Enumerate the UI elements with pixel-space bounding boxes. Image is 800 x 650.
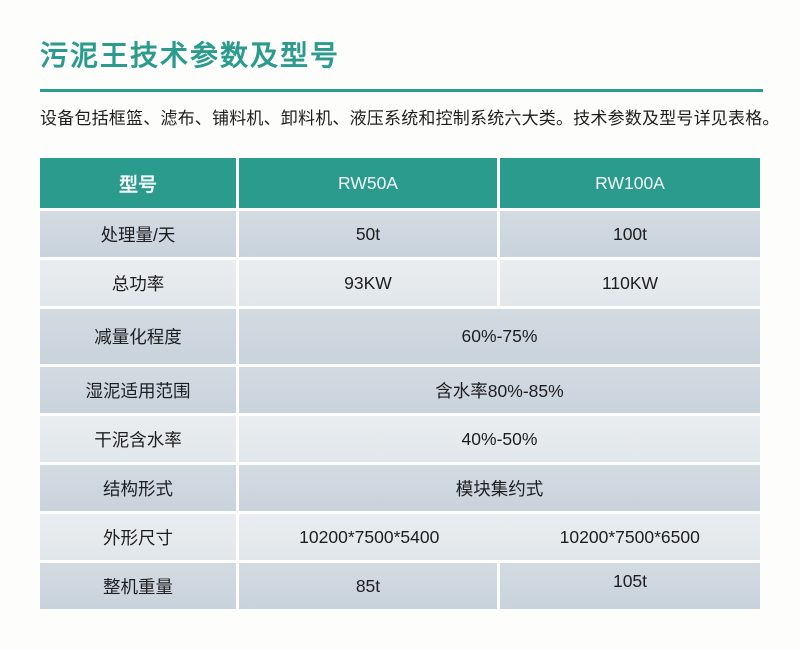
row-label-cell: 湿泥适用范围 xyxy=(40,367,236,414)
row-label-cell: 干泥含水率 xyxy=(40,416,236,463)
row-value-cell: 100t xyxy=(500,211,760,258)
page-title: 污泥王技术参数及型号 xyxy=(40,40,341,71)
header-cell-model: 型号 xyxy=(40,158,236,209)
row-label-cell: 处理量/天 xyxy=(40,211,236,258)
table-row: 处理量/天 50t 100t xyxy=(40,211,760,258)
row-label-cell: 减量化程度 xyxy=(40,309,236,365)
row-label-cell: 外形尺寸 xyxy=(40,514,236,561)
header-cell-rw50a: RW50A xyxy=(239,158,497,209)
spec-table: 型号 RW50A RW100A 处理量/天 50t 100t 总功率 93KW … xyxy=(40,158,760,610)
row-value-cell: 93KW xyxy=(239,260,497,307)
row-label-cell: 总功率 xyxy=(40,260,236,307)
row-value-cell: 50t xyxy=(239,211,497,258)
table-header-row: 型号 RW50A RW100A xyxy=(40,158,760,209)
table-row: 总功率 93KW 110KW xyxy=(40,260,760,307)
row-value-cell: 10200*7500*6500 xyxy=(559,526,700,547)
row-value-cell: 110KW xyxy=(500,260,760,307)
row-value-cell: 85t xyxy=(239,563,497,610)
table-row: 结构形式 模块集约式 xyxy=(40,465,760,512)
row-merged-value-cell: 60%-75% xyxy=(239,309,760,365)
table-row: 湿泥适用范围 含水率80%-85% xyxy=(40,367,760,414)
header-cell-rw100a: RW100A xyxy=(500,158,760,209)
row-merged-value-cell: 含水率80%-85% xyxy=(239,367,760,414)
table-row: 干泥含水率 40%-50% xyxy=(40,416,760,463)
page: 污泥王技术参数及型号 设备包括框篮、滤布、铺料机、卸料机、液压系统和控制系统六大… xyxy=(0,40,800,610)
intro-text: 设备包括框篮、滤布、铺料机、卸料机、液压系统和控制系统六大类。技术参数及型号详见… xyxy=(40,109,780,129)
title-underline xyxy=(40,89,763,93)
row-label-cell: 结构形式 xyxy=(40,465,236,512)
row-value-text: 105t xyxy=(612,570,648,591)
table-row: 整机重量 85t 105t xyxy=(40,563,760,610)
table-row: 减量化程度 60%-75% xyxy=(40,309,760,365)
row-label-cell: 整机重量 xyxy=(40,563,236,610)
row-value-cell: 10200*7500*5400 xyxy=(299,526,440,547)
row-value-cell: 105t xyxy=(500,563,760,610)
row-merged-value-cell: 模块集约式 xyxy=(239,465,760,512)
row-split-value-cell: 10200*7500*5400 10200*7500*6500 xyxy=(239,514,760,561)
table-row: 外形尺寸 10200*7500*5400 10200*7500*6500 xyxy=(40,514,760,561)
row-merged-value-cell: 40%-50% xyxy=(239,416,760,463)
